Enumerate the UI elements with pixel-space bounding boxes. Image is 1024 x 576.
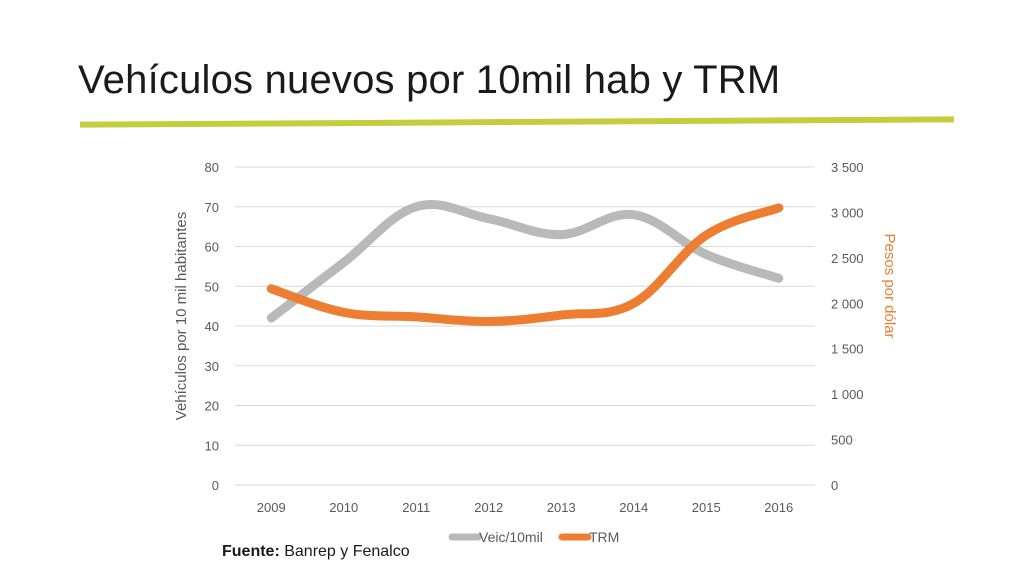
x-tick-label: 2010 [329,500,358,515]
slide-title: Vehículos nuevos por 10mil hab y TRM [78,58,781,102]
x-tick-label: 2009 [257,500,286,515]
x-tick-label: 2013 [547,500,576,515]
y2-tick-label: 0 [831,478,838,493]
y2-tick-label: 1 000 [831,387,864,402]
y-tick-label: 10 [205,438,219,453]
y2-tick-label: 2 000 [831,296,864,311]
y-tick-label: 70 [205,200,219,215]
x-tick-label: 2014 [619,500,648,515]
source-text: Banrep y Fenalco [279,543,410,560]
series-veic-line [266,200,784,323]
y2-tick-label: 3 000 [831,205,864,220]
y2-axis-title: Pesos por dólar [881,233,898,338]
y2-tick-label: 1 500 [831,342,864,357]
y-tick-label: 20 [205,399,219,414]
source-label: Fuente: [222,543,280,560]
x-tick-label: 2015 [692,500,721,515]
y-tick-label: 80 [205,160,219,175]
y2-tick-label: 3 500 [831,160,864,175]
y2-tick-label: 500 [831,433,853,448]
source-note: Fuente: Banrep y Fenalco [222,543,410,561]
y2-tick-label: 2 500 [831,251,864,266]
y-tick-label: 30 [205,359,219,374]
x-tick-label: 2016 [764,500,793,515]
x-tick-label: 2011 [402,500,430,515]
y-tick-label: 60 [205,240,219,255]
y-tick-label: 50 [205,279,219,294]
y-tick-label: 40 [205,319,219,334]
series-trm-line [266,203,784,326]
y-tick-label: 0 [212,478,219,493]
legend-label: Veic/10mil [479,529,543,545]
legend-label: TRM [589,529,619,545]
x-tick-label: 2012 [474,500,503,515]
y-axis-title: Vehículos por 10 mil habitantes [173,212,190,420]
